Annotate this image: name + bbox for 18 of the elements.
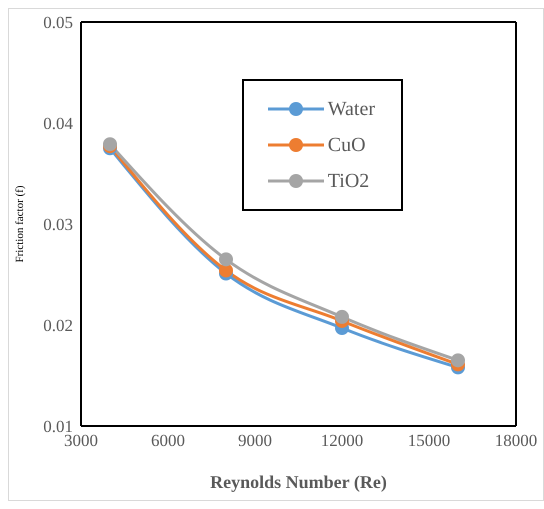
y-tick-label: 0.05 <box>43 13 73 32</box>
legend-label: TiO2 <box>328 170 370 192</box>
point <box>219 252 233 266</box>
legend-label: Water <box>328 98 375 120</box>
y-tick-label: 0.02 <box>43 316 73 336</box>
y-tick-label: 0.04 <box>43 114 74 134</box>
x-tick-label: 9000 <box>238 431 272 450</box>
y-tick-label: 0.03 <box>43 215 73 234</box>
point <box>451 353 465 368</box>
legend-label: CuO <box>328 134 366 156</box>
y-axis-title: Friction factor (f) <box>14 185 26 262</box>
x-tick-label: 15000 <box>408 431 450 450</box>
x-tick-label: 6000 <box>151 431 185 450</box>
point <box>335 310 349 324</box>
x-axis-title: Reynolds Number (Re) <box>210 472 387 492</box>
x-tick-label: 18000 <box>494 431 538 450</box>
x-tick-label: 12000 <box>320 431 364 450</box>
x-tick-label: 3000 <box>64 431 98 450</box>
